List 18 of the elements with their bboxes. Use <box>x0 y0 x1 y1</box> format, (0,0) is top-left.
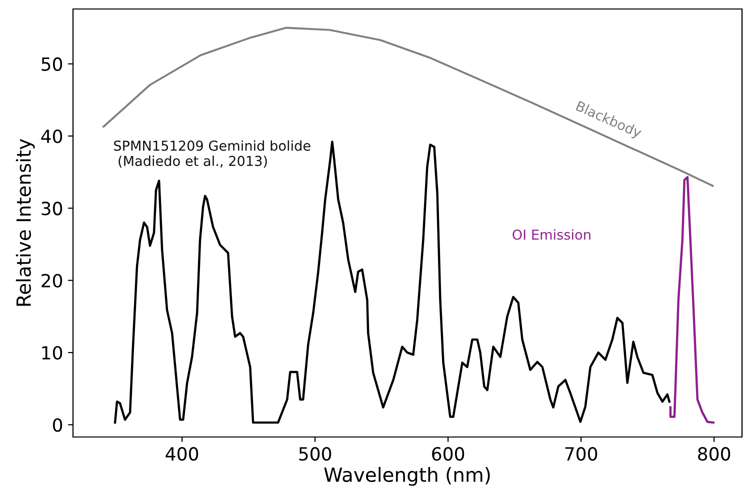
line-series <box>669 176 715 424</box>
x-tick-label: 700 <box>565 447 598 461</box>
y-tick-label: 20 <box>42 274 62 288</box>
x-tick-label: 500 <box>299 447 332 461</box>
x-axis-title: Wavelength (nm) <box>324 466 490 486</box>
x-tick-label: 800 <box>698 447 730 461</box>
y-tick-label: 30 <box>42 202 62 216</box>
line-series <box>114 140 670 424</box>
y-tick-label: 50 <box>42 57 62 71</box>
line-series <box>102 26 714 187</box>
x-tick-label: 600 <box>432 447 464 461</box>
text: OI Emission <box>512 229 590 240</box>
x-tick-label: 400 <box>166 447 198 461</box>
y-tick-label: 40 <box>41 129 62 144</box>
y-tick-label: 0 <box>52 418 62 432</box>
series-label: SPMN151209 Geminid bolide (Madiedo et al., 2013) <box>114 140 310 168</box>
y-tick-label: 10 <box>42 346 62 360</box>
y-axis-title: Relative Intensity <box>16 138 35 306</box>
